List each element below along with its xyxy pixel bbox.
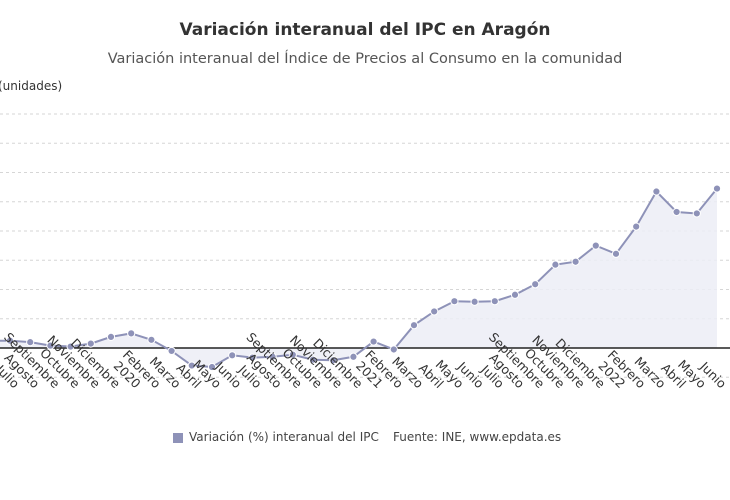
data-point <box>652 187 661 196</box>
chart-subtitle: Variación interanual del Índice de Preci… <box>107 51 623 67</box>
data-point <box>127 329 136 338</box>
data-point <box>490 297 499 306</box>
data-point <box>308 355 318 364</box>
data-point <box>531 280 540 289</box>
data-point <box>369 337 378 346</box>
area-layer <box>0 188 717 368</box>
data-point <box>228 351 237 360</box>
data-point <box>268 352 277 361</box>
data-point <box>632 222 641 231</box>
data-point <box>26 338 35 347</box>
data-point <box>167 346 176 356</box>
data-point <box>712 184 722 193</box>
data-point <box>349 352 358 361</box>
data-point <box>66 342 75 351</box>
points-layer <box>5 184 722 372</box>
data-point <box>147 335 156 344</box>
data-point <box>470 297 479 306</box>
data-point <box>46 341 55 350</box>
data-point <box>288 350 297 359</box>
data-point <box>106 332 116 341</box>
area-fill <box>0 188 717 368</box>
source-note: Fuente: INE, www.epdata.es <box>393 430 562 444</box>
data-point <box>571 257 580 266</box>
data-point <box>329 356 338 365</box>
data-point <box>611 249 621 258</box>
data-point <box>672 207 681 217</box>
data-point <box>86 339 95 348</box>
data-point <box>692 209 701 218</box>
data-point <box>430 307 439 316</box>
data-point <box>389 345 398 354</box>
data-point <box>510 290 520 299</box>
y-axis-label: (unidades) <box>0 79 63 93</box>
data-point <box>5 336 15 345</box>
data-point <box>248 353 257 362</box>
data-point <box>551 260 560 269</box>
legend-label: Variación (%) interanual del IPC <box>189 430 379 444</box>
data-point <box>591 241 600 250</box>
chart-plot: JulioAgostoSeptiembreOctubreNoviembreDic… <box>0 113 730 391</box>
legend-swatch <box>173 433 183 443</box>
data-point <box>207 362 217 372</box>
chart-title: Variación interanual del IPC en Aragón <box>179 20 551 40</box>
data-point <box>187 361 196 370</box>
data-point <box>450 297 459 306</box>
data-point <box>409 321 419 330</box>
